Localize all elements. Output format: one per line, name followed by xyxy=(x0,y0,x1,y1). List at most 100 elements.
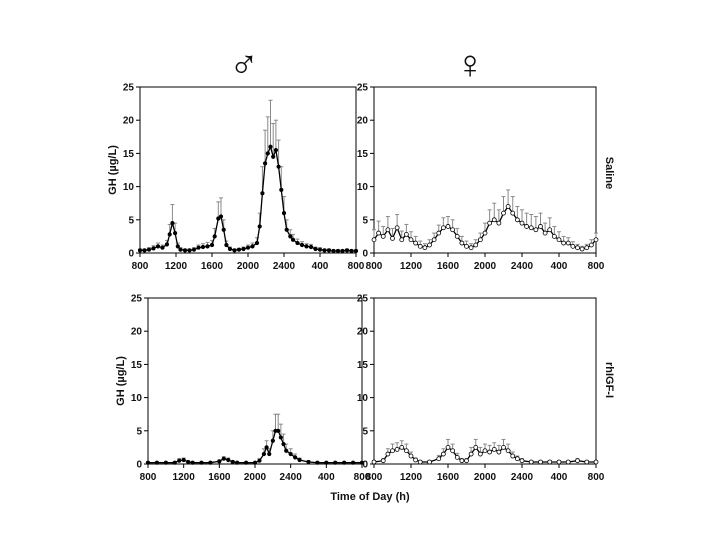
x-tick-label: 2400 xyxy=(511,472,534,483)
data-point xyxy=(270,438,275,443)
data-point xyxy=(584,245,590,251)
data-point xyxy=(177,458,182,463)
data-point xyxy=(422,245,428,251)
data-point xyxy=(385,451,391,457)
data-point xyxy=(542,230,548,236)
data-point xyxy=(501,210,506,216)
data-point xyxy=(278,435,283,440)
data-point xyxy=(335,248,341,254)
data-point xyxy=(151,246,156,251)
y-tick-label: 20 xyxy=(123,116,135,127)
x-tick-label: 2000 xyxy=(474,261,497,272)
x-tick-label: 800 xyxy=(354,472,371,483)
x-tick-label: 400 xyxy=(551,261,568,272)
data-point xyxy=(205,244,210,249)
data-point xyxy=(290,237,296,242)
data-point xyxy=(260,191,265,196)
data-point xyxy=(390,235,395,241)
data-point xyxy=(268,144,273,149)
data-point xyxy=(163,460,168,465)
data-point xyxy=(164,242,170,247)
panel-male-saline: 0 5 10 15 20 25 800 1200 1600 2000 2400 400 800 GH (µ… xyxy=(107,83,365,273)
data-point xyxy=(551,233,557,239)
data-point xyxy=(293,455,298,460)
data-point xyxy=(221,227,226,232)
data-point xyxy=(501,444,506,450)
x-tick-label: 1200 xyxy=(400,261,423,272)
panel-frame xyxy=(147,297,363,465)
data-point xyxy=(331,248,336,254)
x-tick-label: 2400 xyxy=(280,472,303,483)
data-point xyxy=(359,460,365,465)
data-point xyxy=(445,444,451,450)
panel-male-rhigf: 0 5 10 15 20 25 800 1200 1600 2000 2400 400 800 GH (µ… xyxy=(115,294,371,484)
data-point xyxy=(482,448,488,454)
data-point xyxy=(514,217,520,223)
data-point xyxy=(436,456,442,462)
data-point xyxy=(403,448,409,454)
data-point xyxy=(505,204,511,209)
data-point xyxy=(172,460,177,465)
data-point xyxy=(181,457,186,463)
data-point xyxy=(468,451,474,457)
data-point xyxy=(261,451,267,457)
data-point xyxy=(440,451,446,457)
data-point xyxy=(308,244,314,250)
data-point xyxy=(281,211,287,216)
data-point xyxy=(538,459,543,465)
data-point xyxy=(145,460,151,465)
data-point xyxy=(575,245,580,251)
y-tick-label: 10 xyxy=(357,393,369,404)
data-point xyxy=(326,248,332,253)
y-axis-title: GH (µg/L) xyxy=(115,356,127,406)
x-tick-label: 1600 xyxy=(437,261,460,272)
data-point xyxy=(230,459,235,465)
data-point xyxy=(524,224,530,229)
y-axis-title: GH (µg/L) xyxy=(107,145,119,195)
data-point xyxy=(224,242,229,248)
data-point xyxy=(427,242,432,248)
data-point xyxy=(547,227,553,233)
x-tick-label: 1200 xyxy=(165,261,188,272)
data-point xyxy=(257,224,262,229)
data-point xyxy=(575,458,580,464)
x-tick-label: 2000 xyxy=(244,472,267,483)
data-point xyxy=(221,456,226,461)
data-point xyxy=(154,460,160,465)
data-point xyxy=(496,449,502,455)
x-tick-label: 1600 xyxy=(201,261,224,272)
y-tick-label: 25 xyxy=(123,83,135,94)
data-point xyxy=(417,459,423,465)
data-point xyxy=(324,460,329,465)
x-tick-label: 1600 xyxy=(437,472,460,483)
x-tick-label: 2400 xyxy=(273,261,296,272)
x-tick-label: 1200 xyxy=(400,472,423,483)
data-point xyxy=(380,233,386,239)
data-point xyxy=(173,230,178,236)
y-tick-label: 15 xyxy=(357,360,369,371)
data-point xyxy=(408,237,414,243)
data-point xyxy=(371,459,377,465)
y-tick-label: 20 xyxy=(131,327,143,338)
y-tick-label: 20 xyxy=(357,327,369,338)
data-point xyxy=(279,187,284,193)
data-point xyxy=(491,217,497,223)
data-point xyxy=(190,460,195,465)
data-point xyxy=(477,451,483,457)
y-tick-label: 5 xyxy=(128,215,134,226)
data-point xyxy=(473,242,479,248)
y-tick-label: 5 xyxy=(136,426,142,437)
data-point xyxy=(487,220,493,226)
data-point xyxy=(333,460,338,465)
data-point xyxy=(450,448,456,454)
data-point xyxy=(353,248,359,254)
y-tick-label: 5 xyxy=(362,215,368,226)
data-point xyxy=(209,242,215,248)
panel-frame xyxy=(373,297,597,465)
data-point xyxy=(344,248,350,253)
x-tick-label: 1600 xyxy=(208,472,231,483)
data-point xyxy=(235,460,240,465)
data-point xyxy=(413,457,419,463)
data-point xyxy=(304,244,309,249)
